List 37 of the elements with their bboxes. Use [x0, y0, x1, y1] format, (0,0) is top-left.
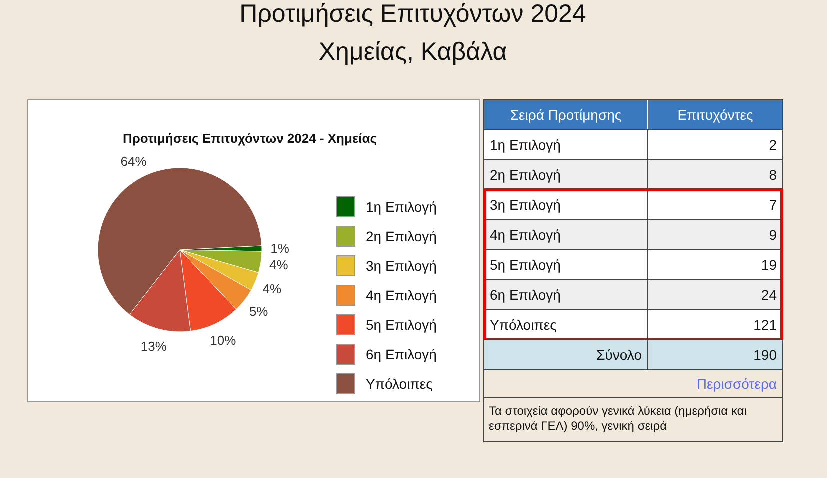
text: Τα στοιχεία αφορούν γενικά λύκεια (ημερήσια και εσπερινά ΓΕΛ) 90%, γενική σειρά	[489, 404, 748, 433]
text: Επιτυχόντες	[678, 107, 754, 123]
text: Προτιμήσεις Επιτυχόντων 2024 - Χημείας	[123, 131, 378, 146]
legend-label: 1η Επιλογή	[366, 199, 437, 215]
text: 190	[754, 347, 777, 363]
legend-label: 5η Επιλογή	[366, 317, 437, 333]
data-label: 8	[769, 167, 778, 183]
legend-label: 6η Επιλογή	[366, 346, 437, 362]
text: Σύνολο	[596, 347, 642, 363]
category-label: 3η Επιλογή	[490, 197, 561, 213]
data-label: 4%	[262, 281, 282, 296]
data-label: 5%	[249, 304, 269, 320]
category-label: 1η Επιλογή	[490, 137, 561, 153]
category-label: 2η Επιλογή	[490, 167, 561, 183]
category-label: 5η Επιλογή	[490, 257, 561, 273]
data-label: 13%	[140, 339, 168, 354]
text: Σειρά Προτίμησης	[510, 107, 622, 123]
data-label: 2	[769, 137, 778, 153]
data-label: 4%	[270, 258, 289, 273]
data-label: 1%	[270, 241, 290, 256]
legend-label: Υπόλοιπες	[366, 376, 434, 392]
category-label: 6η Επιλογή	[490, 287, 561, 303]
data-label: 24	[761, 287, 778, 303]
text: Περισσότερα	[696, 376, 777, 392]
data-label: 121	[754, 317, 778, 333]
data-label: 9	[769, 227, 778, 243]
legend-label: 4η Επιλογή	[366, 288, 437, 304]
chart-subtitle: Χημείας, Καβάλα	[318, 38, 508, 66]
category-label: 4η Επιλογή	[490, 227, 561, 243]
chart-title: Προτιμήσεις Επιτυχόντων 2024	[240, 0, 586, 28]
legend-label: 2η Επιλογή	[366, 228, 437, 244]
legend-label: 3η Επιλογή	[366, 258, 437, 274]
data-label: 19	[761, 257, 778, 273]
data-label: 7	[769, 197, 778, 213]
data-label: 64%	[120, 154, 148, 169]
category-label: Υπόλοιπες	[490, 317, 558, 333]
data-label: 10%	[210, 332, 237, 348]
